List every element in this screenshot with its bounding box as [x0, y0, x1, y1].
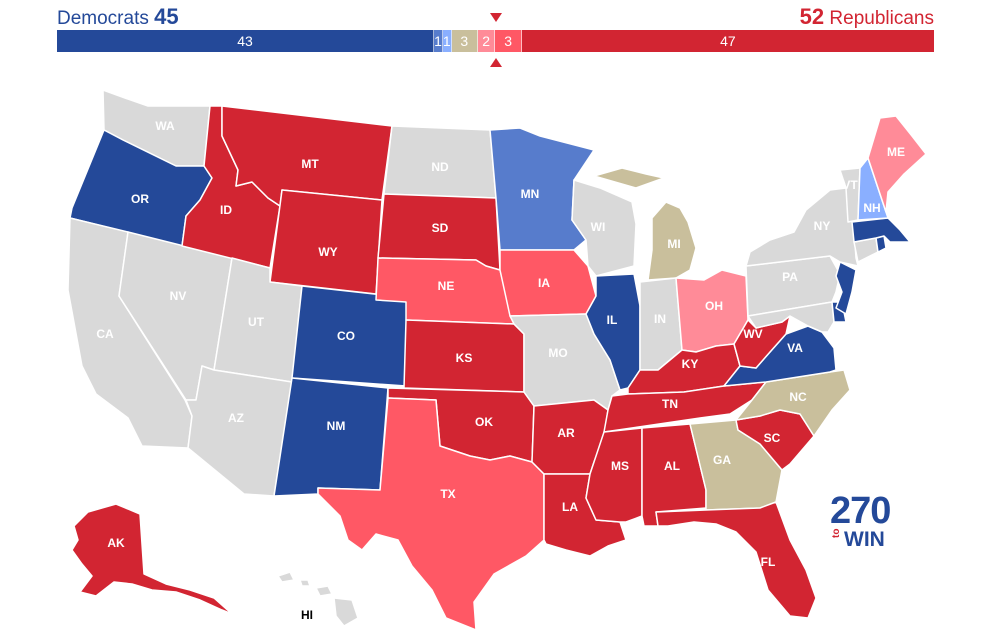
state-ma[interactable] [851, 217, 911, 243]
state-label-mn: MN [521, 187, 540, 201]
state-label-id: ID [220, 203, 232, 217]
bar-segment: 3 [451, 30, 478, 52]
state-label-ar: AR [557, 426, 575, 440]
democrats-header: Democrats 45 [57, 4, 179, 30]
state-nc[interactable] [735, 369, 851, 437]
state-label-nh: NH [863, 201, 880, 215]
bar-segment: 2 [477, 30, 496, 52]
state-label-vt: VT [842, 178, 858, 192]
state-label-pa: PA [782, 270, 798, 284]
state-ak[interactable] [71, 503, 233, 615]
state-label-ok: OK [475, 415, 493, 429]
state-label-wi: WI [591, 220, 606, 234]
bar-segment: 43 [57, 30, 435, 52]
state-label-az: AZ [228, 411, 244, 425]
republicans-header: 52 Republicans [800, 4, 934, 30]
state-label-ks: KS [456, 351, 473, 365]
state-nj[interactable] [835, 261, 857, 315]
state-wv[interactable] [733, 315, 791, 369]
state-mt[interactable] [221, 105, 393, 207]
state-label-co: CO [337, 329, 355, 343]
bar-segment: 3 [495, 30, 522, 52]
state-label-la: LA [562, 500, 578, 514]
state-wi[interactable] [571, 179, 637, 277]
state-nh[interactable] [857, 157, 889, 221]
state-me[interactable] [867, 115, 927, 213]
state-label-me: ME [887, 145, 905, 159]
state-label-hi: HI [301, 608, 313, 622]
republicans-total: 52 [799, 4, 825, 29]
state-label-il: IL [607, 313, 618, 327]
state-label-nd: ND [431, 160, 449, 174]
democrats-total: 45 [154, 4, 179, 29]
state-fl[interactable] [655, 501, 817, 619]
state-il[interactable] [585, 273, 641, 391]
state-label-sd: SD [432, 221, 449, 235]
state-az[interactable] [185, 365, 293, 497]
state-label-sc: SC [764, 431, 781, 445]
state-label-ak: AK [107, 536, 125, 550]
state-label-oh: OH [705, 299, 723, 313]
state-label-in: IN [654, 312, 666, 326]
state-ri[interactable] [875, 235, 887, 253]
state-label-wv: WV [743, 327, 762, 341]
state-label-nm: NM [327, 419, 346, 433]
state-label-ia: IA [538, 276, 550, 290]
seat-balance-bar: 43 1 1 3 2 3 47 [57, 30, 934, 52]
state-label-mi: MI [667, 237, 680, 251]
state-wy[interactable] [269, 189, 383, 295]
state-label-wa: WA [155, 119, 175, 133]
state-label-al: AL [664, 459, 680, 473]
state-label-va: VA [787, 341, 803, 355]
state-label-ca: CA [96, 327, 114, 341]
state-mi[interactable] [593, 167, 697, 281]
logo-number: 270 [830, 490, 891, 532]
state-label-or: OR [131, 192, 149, 206]
state-label-ne: NE [438, 279, 455, 293]
bar-segment: 47 [521, 30, 934, 52]
bar-segment: 1 [434, 30, 443, 52]
state-label-tx: TX [440, 487, 455, 501]
state-label-ut: UT [248, 315, 265, 329]
state-label-fl: FL [761, 555, 776, 569]
republicans-label: Republicans [829, 8, 934, 29]
state-ny[interactable] [745, 187, 859, 267]
democrats-label: Democrats [57, 8, 149, 29]
state-label-mt: MT [301, 157, 319, 171]
state-label-ga: GA [713, 453, 731, 467]
state-label-mo: MO [548, 346, 567, 360]
bar-segment: 1 [442, 30, 452, 52]
state-label-ky: KY [682, 357, 699, 371]
state-label-nc: NC [789, 390, 807, 404]
state-label-nv: NV [170, 289, 187, 303]
logo-win: WIN [844, 528, 885, 551]
majority-marker-top-icon [490, 13, 502, 22]
logo-to: to [831, 528, 842, 538]
state-label-tn: TN [662, 397, 678, 411]
state-label-wy: WY [318, 245, 337, 259]
state-tx[interactable] [317, 397, 545, 631]
us-senate-map: WA OR CA NV ID MT WY UT AZ CO NM ND SD NE KS OK TX MN IA MO… [67, 89, 927, 631]
state-nm[interactable] [273, 377, 389, 497]
state-label-ms: MS [611, 459, 629, 473]
state-hi[interactable] [277, 571, 359, 627]
majority-marker-bottom-icon [490, 58, 502, 67]
state-vt[interactable] [839, 167, 861, 223]
state-label-ny: NY [814, 219, 831, 233]
270towin-logo[interactable]: 270 to WIN [830, 490, 910, 551]
